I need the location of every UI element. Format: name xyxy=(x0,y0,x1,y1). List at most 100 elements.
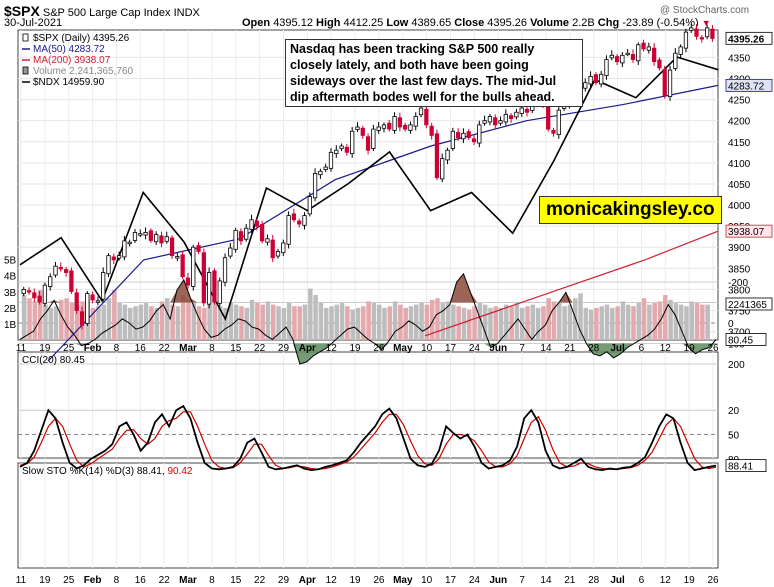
annotation-box: Nasdaq has been tracking S&P 500 really … xyxy=(285,39,583,107)
volume-bar xyxy=(286,303,292,340)
volume-bar xyxy=(329,306,334,340)
volume-bar xyxy=(149,306,154,340)
volume-bar xyxy=(525,306,530,340)
candle xyxy=(588,75,593,85)
x-tick-label-bottom: 12 xyxy=(660,575,672,586)
volume-bar xyxy=(604,304,610,340)
volume-bar xyxy=(202,307,207,340)
x-tick-label: 15 xyxy=(230,343,242,354)
candle xyxy=(307,196,312,215)
x-tick-label-bottom: 29 xyxy=(278,575,290,586)
candle xyxy=(143,232,148,236)
x-tick-label-bottom: Mar xyxy=(179,575,197,586)
candle xyxy=(175,256,180,259)
legend-entry: Volume 2,241,365,760 xyxy=(33,66,134,77)
index-name: S&P 500 Large Cap Index xyxy=(42,7,171,19)
volume-bar xyxy=(27,298,32,340)
sto-k-line xyxy=(19,404,717,472)
candle xyxy=(85,293,90,324)
candle xyxy=(312,173,318,199)
volume-bar xyxy=(641,298,647,340)
volume-bar xyxy=(159,301,165,340)
x-tick-label-bottom: 21 xyxy=(564,575,576,586)
sto-title-d: 90.42 xyxy=(167,466,192,477)
candle xyxy=(207,272,212,305)
volume-bar xyxy=(170,304,175,340)
x-tick-label: 24 xyxy=(469,343,481,354)
legend-entry: $NDX 14959.90 xyxy=(33,77,105,88)
volume-bar xyxy=(700,304,705,340)
candle xyxy=(169,237,175,257)
brand-label: monicakingsley.co xyxy=(539,196,722,224)
candle xyxy=(413,116,418,127)
volume-bar xyxy=(562,306,567,340)
legend-swatch xyxy=(22,66,29,75)
volume-bar xyxy=(440,303,446,340)
ma50-line xyxy=(47,84,719,362)
x-tick-label-bottom: 14 xyxy=(540,575,552,586)
volume-bar xyxy=(223,307,228,340)
volume-bar xyxy=(350,309,355,340)
volume-bar xyxy=(567,304,573,340)
sto-value-tag xyxy=(725,459,767,473)
volume-bar xyxy=(22,295,27,340)
candle xyxy=(456,132,461,138)
candle xyxy=(699,37,704,40)
price-tick-label: 4000 xyxy=(728,201,751,212)
volume-bar xyxy=(488,307,493,340)
sto-title: Slow STO %K(14) %D(3) 88.41, 90.42 xyxy=(22,466,193,477)
volume-bar xyxy=(551,301,557,340)
x-tick-label: 19 xyxy=(39,343,51,354)
volume-bar xyxy=(610,307,615,340)
price-tick-label: 3700 xyxy=(728,328,751,339)
candle xyxy=(445,149,450,161)
x-tick-label-bottom: 6 xyxy=(639,575,645,586)
candle xyxy=(318,170,323,176)
cci-value-label: 80.45 xyxy=(728,335,753,346)
volume-bar xyxy=(371,303,377,340)
volume-bar xyxy=(191,303,197,340)
x-tick-label-bottom: 7 xyxy=(519,575,525,586)
cci-tick-label: -200 xyxy=(728,278,748,289)
symbol: $SPX xyxy=(4,3,40,19)
x-tick-label: Apr xyxy=(299,343,316,354)
volume-tick-label: 3B xyxy=(4,288,17,299)
candle xyxy=(434,133,440,179)
volume-bar xyxy=(106,298,112,340)
volume-bar xyxy=(398,304,403,340)
candle xyxy=(159,235,164,244)
volume-bar xyxy=(361,306,366,340)
watermark: @ StockCharts.com xyxy=(660,5,750,16)
volume-bar xyxy=(186,299,191,340)
candle xyxy=(376,126,381,131)
candle xyxy=(259,224,265,242)
candle xyxy=(424,108,429,126)
exchange: INDX xyxy=(173,7,200,19)
legend-entry: MA(200) 3938.07 xyxy=(33,55,111,66)
volume-bar xyxy=(101,304,106,340)
candle xyxy=(138,233,143,236)
candle xyxy=(244,227,249,240)
volume-bar xyxy=(631,306,636,340)
volume-bar xyxy=(74,304,80,340)
volume-bar xyxy=(366,301,371,340)
volume-bar xyxy=(302,304,308,340)
candle xyxy=(662,68,667,96)
candle xyxy=(79,311,85,326)
volume-bar xyxy=(69,303,75,340)
x-tick-label: 7 xyxy=(519,343,525,354)
candle xyxy=(69,270,74,292)
candle xyxy=(498,120,503,124)
candle xyxy=(678,46,683,55)
volume-bar xyxy=(297,306,302,340)
sto-tick-label: 50 xyxy=(728,431,740,442)
candle xyxy=(636,44,641,62)
volume-bar xyxy=(90,307,96,340)
price-tick-label: 4150 xyxy=(728,138,751,149)
candle xyxy=(249,219,254,230)
candle xyxy=(350,130,355,154)
volume-bar xyxy=(59,299,64,340)
candle xyxy=(53,265,58,276)
candle xyxy=(323,166,328,171)
volume-bar xyxy=(419,303,424,340)
